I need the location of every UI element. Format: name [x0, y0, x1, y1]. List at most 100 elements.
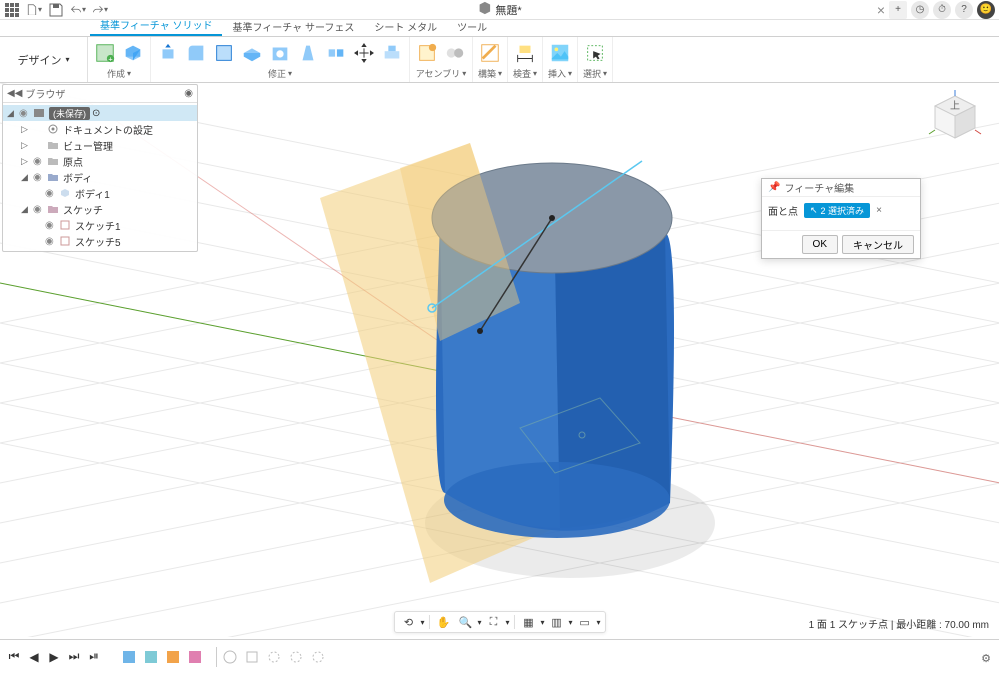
- timeline-feature-dim[interactable]: [221, 648, 239, 666]
- center-point: [549, 215, 555, 221]
- visibility-icon[interactable]: ◉: [33, 156, 45, 167]
- draft-tool[interactable]: [295, 40, 321, 66]
- ok-button[interactable]: OK: [802, 235, 838, 254]
- fillet-tool[interactable]: [183, 40, 209, 66]
- clear-selection-button[interactable]: ×: [876, 205, 882, 216]
- group-insert-label: 挿入: [548, 67, 566, 80]
- title-bar: ▾ ▾ ▾ 無題* × + ◷ ⏱ ? 🙂: [0, 0, 999, 20]
- shell-tool[interactable]: [211, 40, 237, 66]
- browser-tree: ◢ ◉ (未保存) ⊙ ▷ ドキュメントの設定▷ビュー管理▷◉原点◢◉ボディ◉ボデ…: [3, 103, 197, 251]
- joint-tool[interactable]: [442, 40, 468, 66]
- fusion-logo-icon: [477, 1, 491, 18]
- timeline-start-button[interactable]: ⏮: [6, 649, 22, 665]
- extrude-tool[interactable]: [120, 40, 146, 66]
- timeline-feature-dim[interactable]: [287, 648, 305, 666]
- view-cube[interactable]: 上: [927, 90, 983, 146]
- svg-text:上: 上: [950, 100, 960, 112]
- tree-row[interactable]: ▷ビュー管理: [3, 137, 197, 153]
- inspect-tool[interactable]: [512, 40, 538, 66]
- tree-row[interactable]: ◉ スケッチ5: [3, 233, 197, 249]
- svg-text:+: +: [108, 54, 112, 63]
- split-tool[interactable]: [323, 40, 349, 66]
- tree-row[interactable]: ◉スケッチ1: [3, 217, 197, 233]
- visibility-icon[interactable]: ◉: [33, 204, 45, 215]
- group-modify-label: 修正: [268, 67, 286, 80]
- tree-item-icon: [47, 171, 61, 183]
- align-tool[interactable]: [379, 40, 405, 66]
- tree-item-icon: [59, 235, 73, 247]
- timeline-forward-button[interactable]: ⏭: [66, 649, 82, 665]
- timeline-end-button[interactable]: ⏯: [86, 649, 102, 665]
- save-icon[interactable]: [48, 2, 64, 18]
- timeline-feature[interactable]: [186, 648, 204, 666]
- tree-item-label: スケッチ5: [75, 234, 121, 249]
- document-title: 無題*: [495, 2, 521, 18]
- timeline-feature-dim[interactable]: [309, 648, 327, 666]
- cancel-button[interactable]: キャンセル: [842, 235, 914, 254]
- timeline-settings-icon[interactable]: ⚙: [981, 652, 991, 665]
- tree-root[interactable]: ◢ ◉ (未保存) ⊙: [3, 105, 197, 121]
- close-tab-button[interactable]: ×: [877, 2, 885, 18]
- tree-item-icon: [47, 203, 61, 215]
- redo-icon[interactable]: ▾: [92, 2, 108, 18]
- zoom-icon[interactable]: 🔍: [455, 613, 475, 631]
- fit-icon[interactable]: ⛶: [483, 613, 503, 631]
- navigation-bar: ⟲ ▾ ✋ 🔍 ▾ ⛶ ▾ ▦ ▾ ▥ ▾ ▭ ▾: [393, 611, 605, 633]
- extensions-icon[interactable]: ◷: [911, 1, 929, 19]
- timeline-feature[interactable]: [164, 648, 182, 666]
- timeline-feature-dim[interactable]: [265, 648, 283, 666]
- insert-tool[interactable]: [547, 40, 573, 66]
- group-create-label: 作成: [107, 67, 125, 80]
- browser-options-icon[interactable]: ◉: [184, 88, 193, 99]
- visibility-icon[interactable]: ◉: [33, 172, 45, 183]
- combine-tool[interactable]: [239, 40, 265, 66]
- tree-toggle-icon[interactable]: ◢: [21, 172, 31, 183]
- pin-icon[interactable]: 📌: [768, 182, 780, 193]
- timeline: ⏮ ◀ ▶ ⏭ ⏯ ⚙: [0, 639, 999, 673]
- construct-tool[interactable]: [477, 40, 503, 66]
- selection-chip[interactable]: ↖ 2 選択済み: [804, 203, 870, 218]
- grid-settings-icon[interactable]: ▥: [547, 613, 567, 631]
- tree-item-label: ドキュメントの設定: [63, 122, 153, 137]
- help-icon[interactable]: ?: [955, 1, 973, 19]
- tree-toggle-icon[interactable]: ◢: [21, 204, 31, 215]
- tree-toggle-icon[interactable]: ▷: [21, 156, 31, 167]
- toolbar: デザイン ▾ + 作成▾ 修正▾ アセンブリ▾: [0, 37, 999, 83]
- timeline-back-button[interactable]: ◀: [26, 649, 42, 665]
- notifications-icon[interactable]: ⏱: [933, 1, 951, 19]
- tree-root-chip: (未保存): [49, 107, 90, 120]
- timeline-feature[interactable]: [142, 648, 160, 666]
- tree-row[interactable]: ▷◉原点: [3, 153, 197, 169]
- orbit-icon[interactable]: ⟲: [398, 613, 418, 631]
- select-tool[interactable]: [582, 40, 608, 66]
- app-grid-icon[interactable]: [4, 2, 20, 18]
- tree-toggle-icon[interactable]: ▷: [21, 140, 31, 151]
- timeline-feature-dim[interactable]: [243, 648, 261, 666]
- file-icon[interactable]: ▾: [26, 2, 42, 18]
- visibility-icon[interactable]: ◉: [45, 188, 57, 199]
- workspace-switcher[interactable]: デザイン ▾: [0, 37, 88, 82]
- presspull-tool[interactable]: [155, 40, 181, 66]
- tree-row[interactable]: ▷ ドキュメントの設定: [3, 121, 197, 137]
- timeline-feature[interactable]: [120, 648, 138, 666]
- tree-row[interactable]: ◉ボディ1: [3, 185, 197, 201]
- new-tab-button[interactable]: +: [889, 1, 907, 19]
- display-icon[interactable]: ▦: [519, 613, 539, 631]
- tree-row[interactable]: ◢◉スケッチ: [3, 201, 197, 217]
- browser-collapse-icon[interactable]: ◀◀: [7, 88, 22, 99]
- pan-icon[interactable]: ✋: [433, 613, 453, 631]
- undo-icon[interactable]: ▾: [70, 2, 86, 18]
- visibility-icon[interactable]: ◉: [45, 220, 57, 231]
- assembly-tool[interactable]: [414, 40, 440, 66]
- user-avatar[interactable]: 🙂: [977, 1, 995, 19]
- timeline-play-button[interactable]: ▶: [46, 649, 62, 665]
- viewport-icon[interactable]: ▭: [575, 613, 595, 631]
- tree-toggle-icon[interactable]: ▷: [21, 124, 31, 135]
- visibility-icon[interactable]: ◉: [45, 236, 57, 247]
- hole-tool[interactable]: [267, 40, 293, 66]
- tree-row[interactable]: ◢◉ボディ: [3, 169, 197, 185]
- move-tool[interactable]: [351, 40, 377, 66]
- tree-root-menu-icon[interactable]: ⊙: [92, 108, 100, 119]
- sketch-tool[interactable]: +: [92, 40, 118, 66]
- browser-title: ブラウザ: [25, 86, 65, 101]
